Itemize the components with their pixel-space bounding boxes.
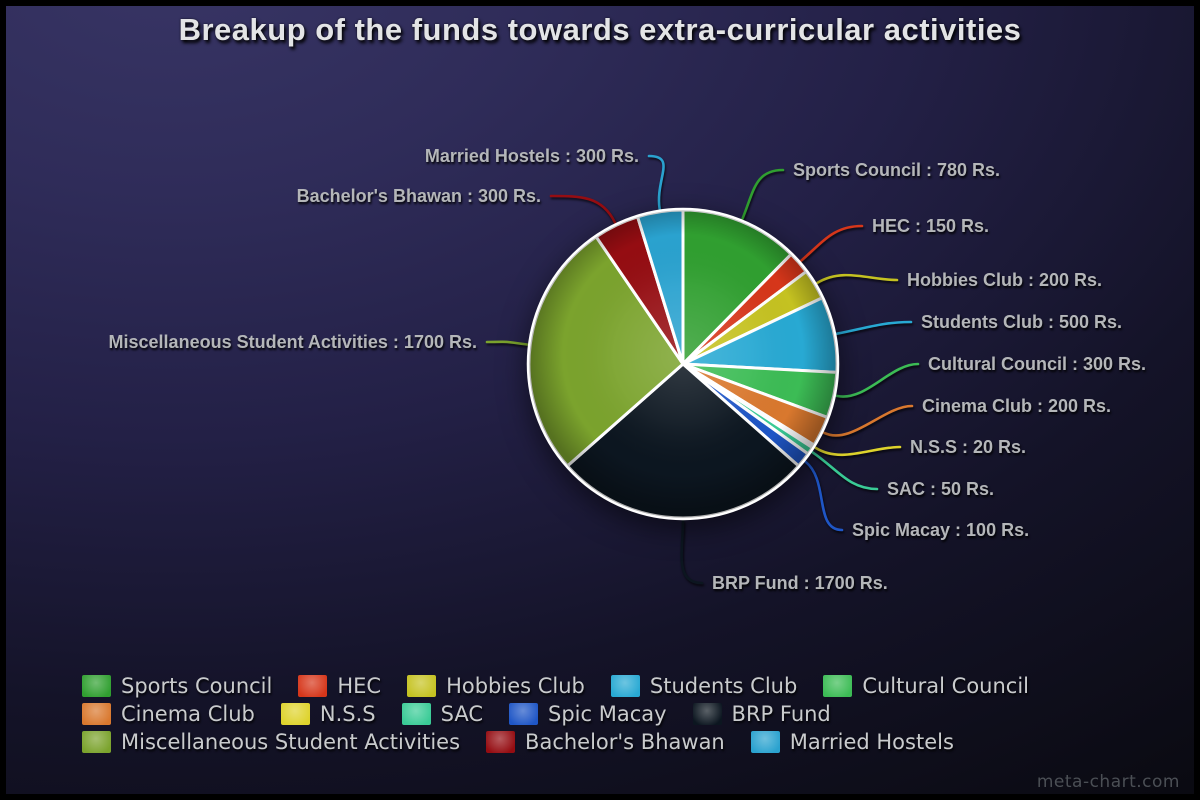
- legend-label: Cinema Club: [121, 701, 255, 726]
- legend-item-bachelor-s-bhawan: Bachelor's Bhawan: [486, 729, 725, 754]
- callout-label-cinema-club: Cinema Club : 200 Rs.: [922, 396, 1111, 416]
- legend-swatch-cultural-council: [823, 674, 853, 697]
- legend-item-cultural-council: Cultural Council: [823, 673, 1030, 698]
- callout-label-bachelor-s-bhawan: Bachelor's Bhawan : 300 Rs.: [297, 186, 541, 206]
- legend-label: SAC: [440, 701, 483, 726]
- legend-swatch-brp-fund: [692, 702, 722, 725]
- callout-label-miscellaneous-student-activities: Miscellaneous Student Activities : 1700 …: [109, 332, 477, 352]
- callout-label-students-club: Students Club : 500 Rs.: [921, 312, 1122, 332]
- legend-item-hobbies-club: Hobbies Club: [407, 673, 585, 698]
- legend-label: Spic Macay: [548, 701, 667, 726]
- callout-line-n-s-s: [814, 445, 902, 457]
- legend-swatch-n-s-s: [280, 702, 310, 725]
- legend-swatch-cinema-club: [82, 702, 111, 725]
- legend-item-spic-macay: Spic Macay: [509, 701, 667, 726]
- legend-label: Sports Council: [121, 673, 273, 698]
- legend-swatch-spic-macay: [509, 702, 538, 725]
- legend-label: N.S.S: [319, 701, 376, 726]
- legend-swatch-sports-council: [82, 674, 111, 697]
- chart-title: Breakup of the funds towards extra-curri…: [178, 12, 1022, 47]
- callout-label-brp-fund: BRP Fund : 1700 Rs.: [712, 573, 888, 593]
- legend-item-married-hostels: Married Hostels: [750, 729, 954, 754]
- callout-line-sac: [811, 451, 879, 491]
- legend-item-students-club: Students Club: [610, 673, 798, 698]
- legend-label: Hobbies Club: [446, 673, 585, 698]
- callout-line-cultural-council: [835, 362, 920, 398]
- callout-line-bachelor-s-bhawan: [549, 194, 617, 224]
- legend-label: Miscellaneous Student Activities: [121, 729, 461, 754]
- callout-line-cinema-club: [822, 404, 914, 437]
- legend-item-sports-council: Sports Council: [82, 673, 273, 698]
- callout-label-spic-macay: Spic Macay : 100 Rs.: [852, 520, 1029, 540]
- callout-label-cultural-council: Cultural Council : 300 Rs.: [928, 354, 1146, 374]
- callout-label-sac: SAC : 50 Rs.: [887, 479, 994, 499]
- pie: [526, 207, 840, 521]
- legend: Sports Council HEC Hobbies Club Students Cl…: [82, 673, 1154, 754]
- legend-item-cinema-club: Cinema Club: [82, 701, 255, 726]
- pie-shading-overlay: [529, 210, 837, 518]
- legend-label: BRP Fund: [731, 701, 831, 726]
- legend-swatch-married-hostels: [750, 730, 780, 753]
- legend-swatch-students-club: [610, 674, 640, 697]
- legend-label: Cultural Council: [862, 673, 1030, 698]
- legend-label: Married Hostels: [789, 729, 954, 754]
- callout-label-sports-council: Sports Council : 780 Rs.: [793, 160, 1000, 180]
- callout-line-sports-council: [741, 168, 785, 220]
- legend-item-hec: HEC: [298, 673, 382, 698]
- legend-item-n-s-s: N.S.S: [280, 701, 376, 726]
- legend-item-brp-fund: BRP Fund: [692, 701, 831, 726]
- legend-label: HEC: [337, 673, 382, 698]
- callout-line-brp-fund: [680, 519, 704, 585]
- callout-label-hobbies-club: Hobbies Club : 200 Rs.: [907, 270, 1102, 290]
- callout-labels: Sports Council : 780 Rs. HEC : 150 Rs. Hob…: [109, 146, 1147, 593]
- legend-swatch-sac: [401, 702, 431, 725]
- callout-line-hec: [799, 224, 864, 262]
- callout-line-married-hostels: [647, 154, 665, 211]
- pie-outer-rim: [526, 207, 840, 521]
- watermark: meta-chart.com: [1036, 772, 1180, 792]
- callout-line-hobbies-club: [816, 273, 899, 285]
- legend-swatch-bachelor-s-bhawan: [486, 730, 516, 753]
- callout-lines: [485, 154, 920, 585]
- callout-line-spic-macay: [804, 460, 844, 532]
- callout-label-hec: HEC : 150 Rs.: [872, 216, 989, 236]
- callout-line-miscellaneous-student-activities: [485, 340, 529, 346]
- legend-item-miscellaneous-student-activities: Miscellaneous Student Activities: [82, 729, 461, 754]
- legend-label: Bachelor's Bhawan: [525, 729, 725, 754]
- legend-item-sac: SAC: [401, 701, 483, 726]
- callout-line-students-club: [835, 320, 913, 335]
- callout-label-n-s-s: N.S.S : 20 Rs.: [910, 437, 1026, 457]
- legend-swatch-hobbies-club: [407, 674, 437, 697]
- legend-swatch-miscellaneous-student-activities: [82, 730, 111, 753]
- legend-label: Students Club: [649, 673, 798, 698]
- callout-label-married-hostels: Married Hostels : 300 Rs.: [425, 146, 639, 166]
- legend-swatch-hec: [298, 674, 328, 697]
